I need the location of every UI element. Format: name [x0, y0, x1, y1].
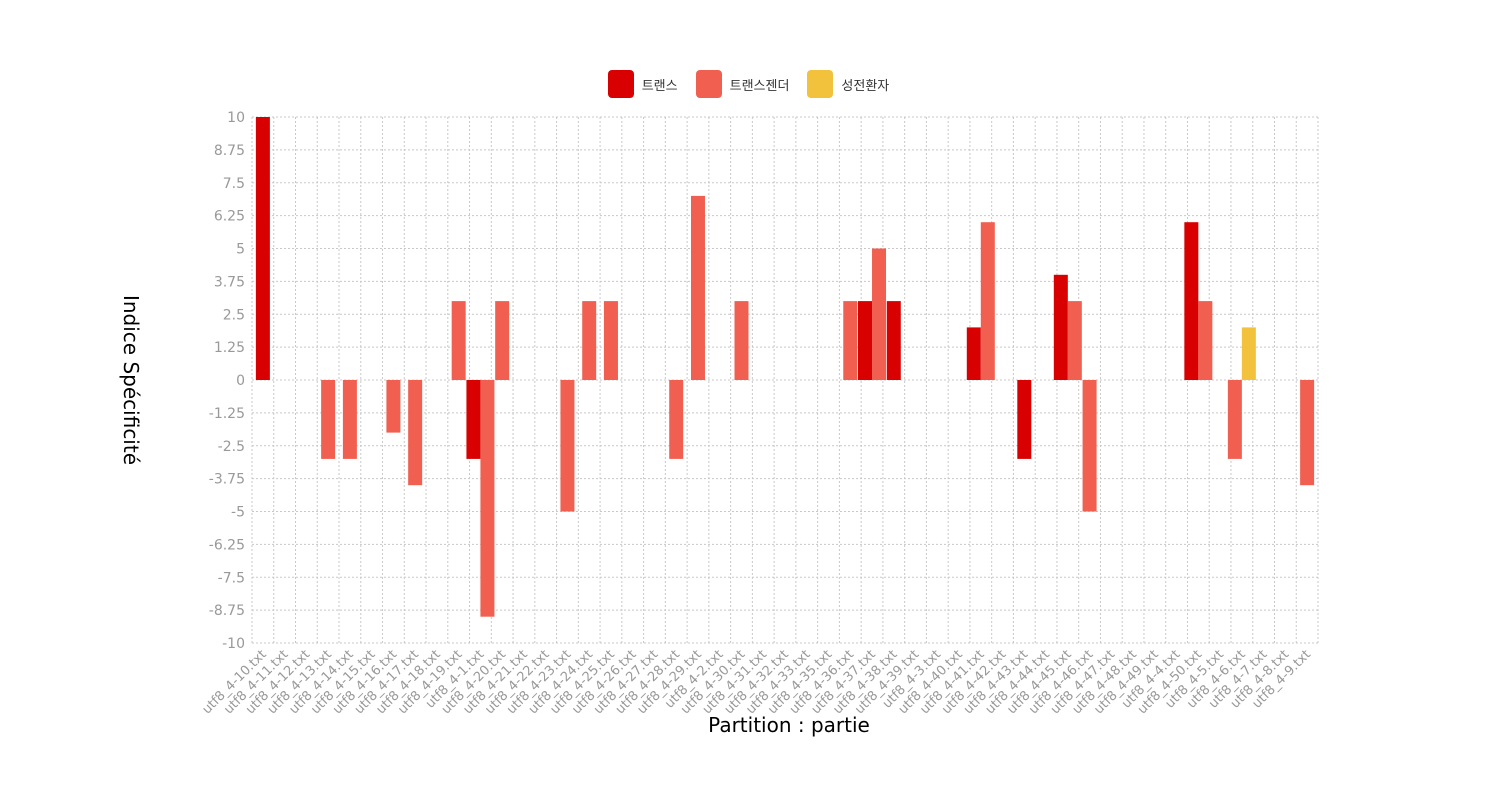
bar[interactable] [451, 301, 466, 380]
grid-lines [251, 116, 1319, 644]
y-tick-label: -10 [222, 636, 245, 652]
y-tick-label: 1.25 [214, 340, 245, 356]
bar[interactable] [466, 380, 481, 459]
y-tick-label: 8.75 [214, 143, 245, 159]
bars [255, 117, 1315, 617]
y-tick-label: -1.25 [209, 406, 245, 422]
bar[interactable] [843, 301, 858, 380]
y-axis-ticks: 10 8.75 7.5 6.25 5 3.75 2.5 1.25 0 -1.25 -2.5 -3.75… [209, 110, 245, 652]
legend-label: 트랜스젠더 [729, 78, 790, 94]
y-tick-label: -2.5 [218, 439, 245, 455]
x-axis-ticks: utf8_4-10.txtutf8_4-11.txtutf8_4-12.txtu… [200, 647, 1314, 717]
bar[interactable] [1184, 222, 1199, 380]
legend-item-transgender[interactable]: 트랜스젠더 [695, 70, 790, 98]
y-tick-label: 6.25 [214, 209, 245, 225]
bar[interactable] [1053, 274, 1068, 380]
bar[interactable] [342, 380, 357, 459]
y-tick-label: 3.75 [214, 274, 245, 290]
y-tick-label: -6.25 [209, 537, 245, 553]
legend-swatch [607, 70, 634, 98]
legend-swatch [807, 70, 834, 98]
y-tick-label: -3.75 [209, 472, 245, 488]
legend-label: 성전환자 [841, 78, 890, 94]
legend-label: 트랜스 [641, 78, 678, 94]
y-tick-label: -5 [231, 505, 245, 521]
bar[interactable] [495, 301, 510, 380]
y-axis-label: Indice Spécificité [119, 295, 143, 465]
bar[interactable] [603, 301, 618, 380]
bar[interactable] [1300, 380, 1315, 486]
bar[interactable] [669, 380, 684, 459]
y-tick-label: 10 [227, 110, 245, 126]
bar[interactable] [1227, 380, 1242, 459]
legend-item-trans[interactable]: 트랜스 [607, 70, 678, 98]
bar[interactable] [480, 380, 495, 617]
legend-item-sex-change[interactable]: 성전환자 [807, 70, 889, 98]
bar[interactable] [690, 195, 705, 380]
bar[interactable] [321, 380, 336, 459]
x-axis-label: Partition : partie [708, 713, 870, 737]
bar[interactable] [734, 301, 749, 380]
y-tick-label: 2.5 [223, 307, 245, 323]
bar[interactable] [386, 380, 401, 433]
y-tick-label: 7.5 [223, 176, 245, 192]
bar[interactable] [255, 117, 270, 380]
bar[interactable] [966, 327, 981, 380]
y-tick-label: 5 [236, 242, 245, 258]
bar[interactable] [1241, 327, 1256, 380]
bar[interactable] [980, 222, 995, 380]
bar[interactable] [560, 380, 575, 512]
bar[interactable] [858, 301, 873, 380]
y-tick-label: 0 [236, 373, 245, 389]
bar[interactable] [1067, 301, 1082, 380]
bar[interactable] [886, 301, 901, 380]
legend-swatch [695, 70, 722, 98]
y-tick-label: -8.75 [209, 603, 245, 619]
bar[interactable] [1198, 301, 1213, 380]
y-tick-label: -7.5 [218, 570, 245, 586]
bar[interactable] [1017, 380, 1032, 459]
chart-legend: 트랜스 트랜스젠더 성전환자 [0, 69, 1497, 99]
bar[interactable] [408, 380, 423, 486]
bar[interactable] [582, 301, 597, 380]
bar[interactable] [872, 248, 887, 381]
bar[interactable] [1082, 380, 1097, 512]
